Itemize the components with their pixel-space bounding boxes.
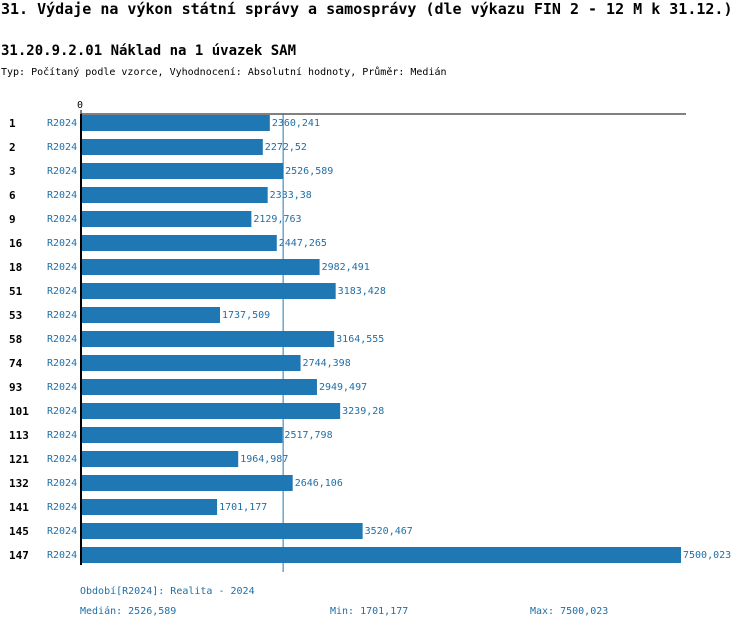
- category-label: 93: [9, 381, 22, 394]
- category-label: 101: [9, 405, 29, 418]
- bar: [81, 235, 277, 251]
- period-label: R2024: [47, 310, 77, 321]
- category-label: 51: [9, 285, 23, 298]
- value-label: 2949,497: [319, 382, 367, 393]
- bar: [81, 283, 336, 299]
- category-label: 74: [9, 357, 23, 370]
- period-label: R2024: [47, 430, 77, 441]
- category-label: 132: [9, 477, 29, 490]
- value-label: 1964,987: [240, 454, 288, 465]
- period-label: R2024: [47, 262, 77, 273]
- period-label: R2024: [47, 358, 77, 369]
- value-label: 2129,763: [253, 214, 301, 225]
- value-label: 2646,106: [295, 478, 343, 489]
- value-label: 2333,38: [270, 190, 312, 201]
- period-label: R2024: [47, 526, 77, 537]
- value-label: 3164,555: [336, 334, 384, 345]
- value-label: 2526,589: [285, 166, 333, 177]
- category-label: 147: [9, 549, 29, 562]
- category-label: 53: [9, 309, 22, 322]
- value-label: 3183,428: [338, 286, 386, 297]
- bar: [81, 187, 268, 203]
- value-label: 2517,798: [284, 430, 332, 441]
- bar: [81, 139, 263, 155]
- bar: [81, 475, 293, 491]
- bar: [81, 307, 221, 323]
- bar: [81, 547, 681, 563]
- period-label: R2024: [47, 382, 77, 393]
- footer-period: Období[R2024]: Realita - 2024: [80, 586, 255, 597]
- indicator-title: 31.20.9.2.01 Náklad na 1 úvazek SAM: [1, 43, 297, 59]
- bar: [81, 379, 317, 395]
- category-label: 18: [9, 261, 22, 274]
- category-label: 9: [9, 213, 16, 226]
- category-label: 145: [9, 525, 29, 538]
- category-label: 2: [9, 141, 16, 154]
- period-label: R2024: [47, 454, 77, 465]
- category-label: 141: [9, 501, 29, 514]
- period-label: R2024: [47, 550, 77, 561]
- value-label: 1701,177: [219, 502, 267, 513]
- period-label: R2024: [47, 478, 77, 489]
- bar: [81, 211, 252, 227]
- bar: [81, 259, 320, 275]
- value-label: 1737,509: [222, 310, 270, 321]
- bar: [81, 427, 283, 443]
- bar: [81, 163, 284, 179]
- period-label: R2024: [47, 214, 77, 225]
- value-label: 2982,491: [322, 262, 370, 273]
- bar: [81, 355, 301, 371]
- category-label: 113: [9, 429, 29, 442]
- value-label: 2447,265: [279, 238, 327, 249]
- bar: [81, 451, 239, 467]
- zero-tick-label: 0: [77, 100, 83, 111]
- period-label: R2024: [47, 166, 77, 177]
- category-label: 121: [9, 453, 29, 466]
- category-label: 58: [9, 333, 22, 346]
- category-label: 6: [9, 189, 16, 202]
- bar: [81, 403, 341, 419]
- footer-median: Medián: 2526,589: [80, 606, 177, 617]
- period-label: R2024: [47, 502, 77, 513]
- value-label: 7500,023: [683, 550, 731, 561]
- page-title: 31. Výdaje na výkon státní správy a samo…: [1, 0, 733, 18]
- period-label: R2024: [47, 190, 77, 201]
- bar: [81, 499, 218, 515]
- value-label: 3239,28: [342, 406, 384, 417]
- footer-min: Min: 1701,177: [330, 606, 409, 617]
- period-label: R2024: [47, 286, 77, 297]
- category-label: 16: [9, 237, 23, 250]
- category-label: 3: [9, 165, 16, 178]
- period-label: R2024: [47, 334, 77, 345]
- value-label: 2272,52: [265, 142, 307, 153]
- bar: [81, 331, 335, 347]
- period-label: R2024: [47, 142, 77, 153]
- bar: [81, 523, 363, 539]
- indicator-type-line: Typ: Počítaný podle vzorce, Vyhodnocení:…: [1, 67, 447, 78]
- category-label: 1: [9, 117, 16, 130]
- value-label: 2360,241: [272, 118, 320, 129]
- period-label: R2024: [47, 406, 77, 417]
- period-label: R2024: [47, 238, 77, 249]
- value-label: 2744,398: [303, 358, 351, 369]
- period-label: R2024: [47, 118, 77, 129]
- bar: [81, 115, 270, 131]
- value-label: 3520,467: [365, 526, 413, 537]
- footer-max: Max: 7500,023: [530, 606, 609, 617]
